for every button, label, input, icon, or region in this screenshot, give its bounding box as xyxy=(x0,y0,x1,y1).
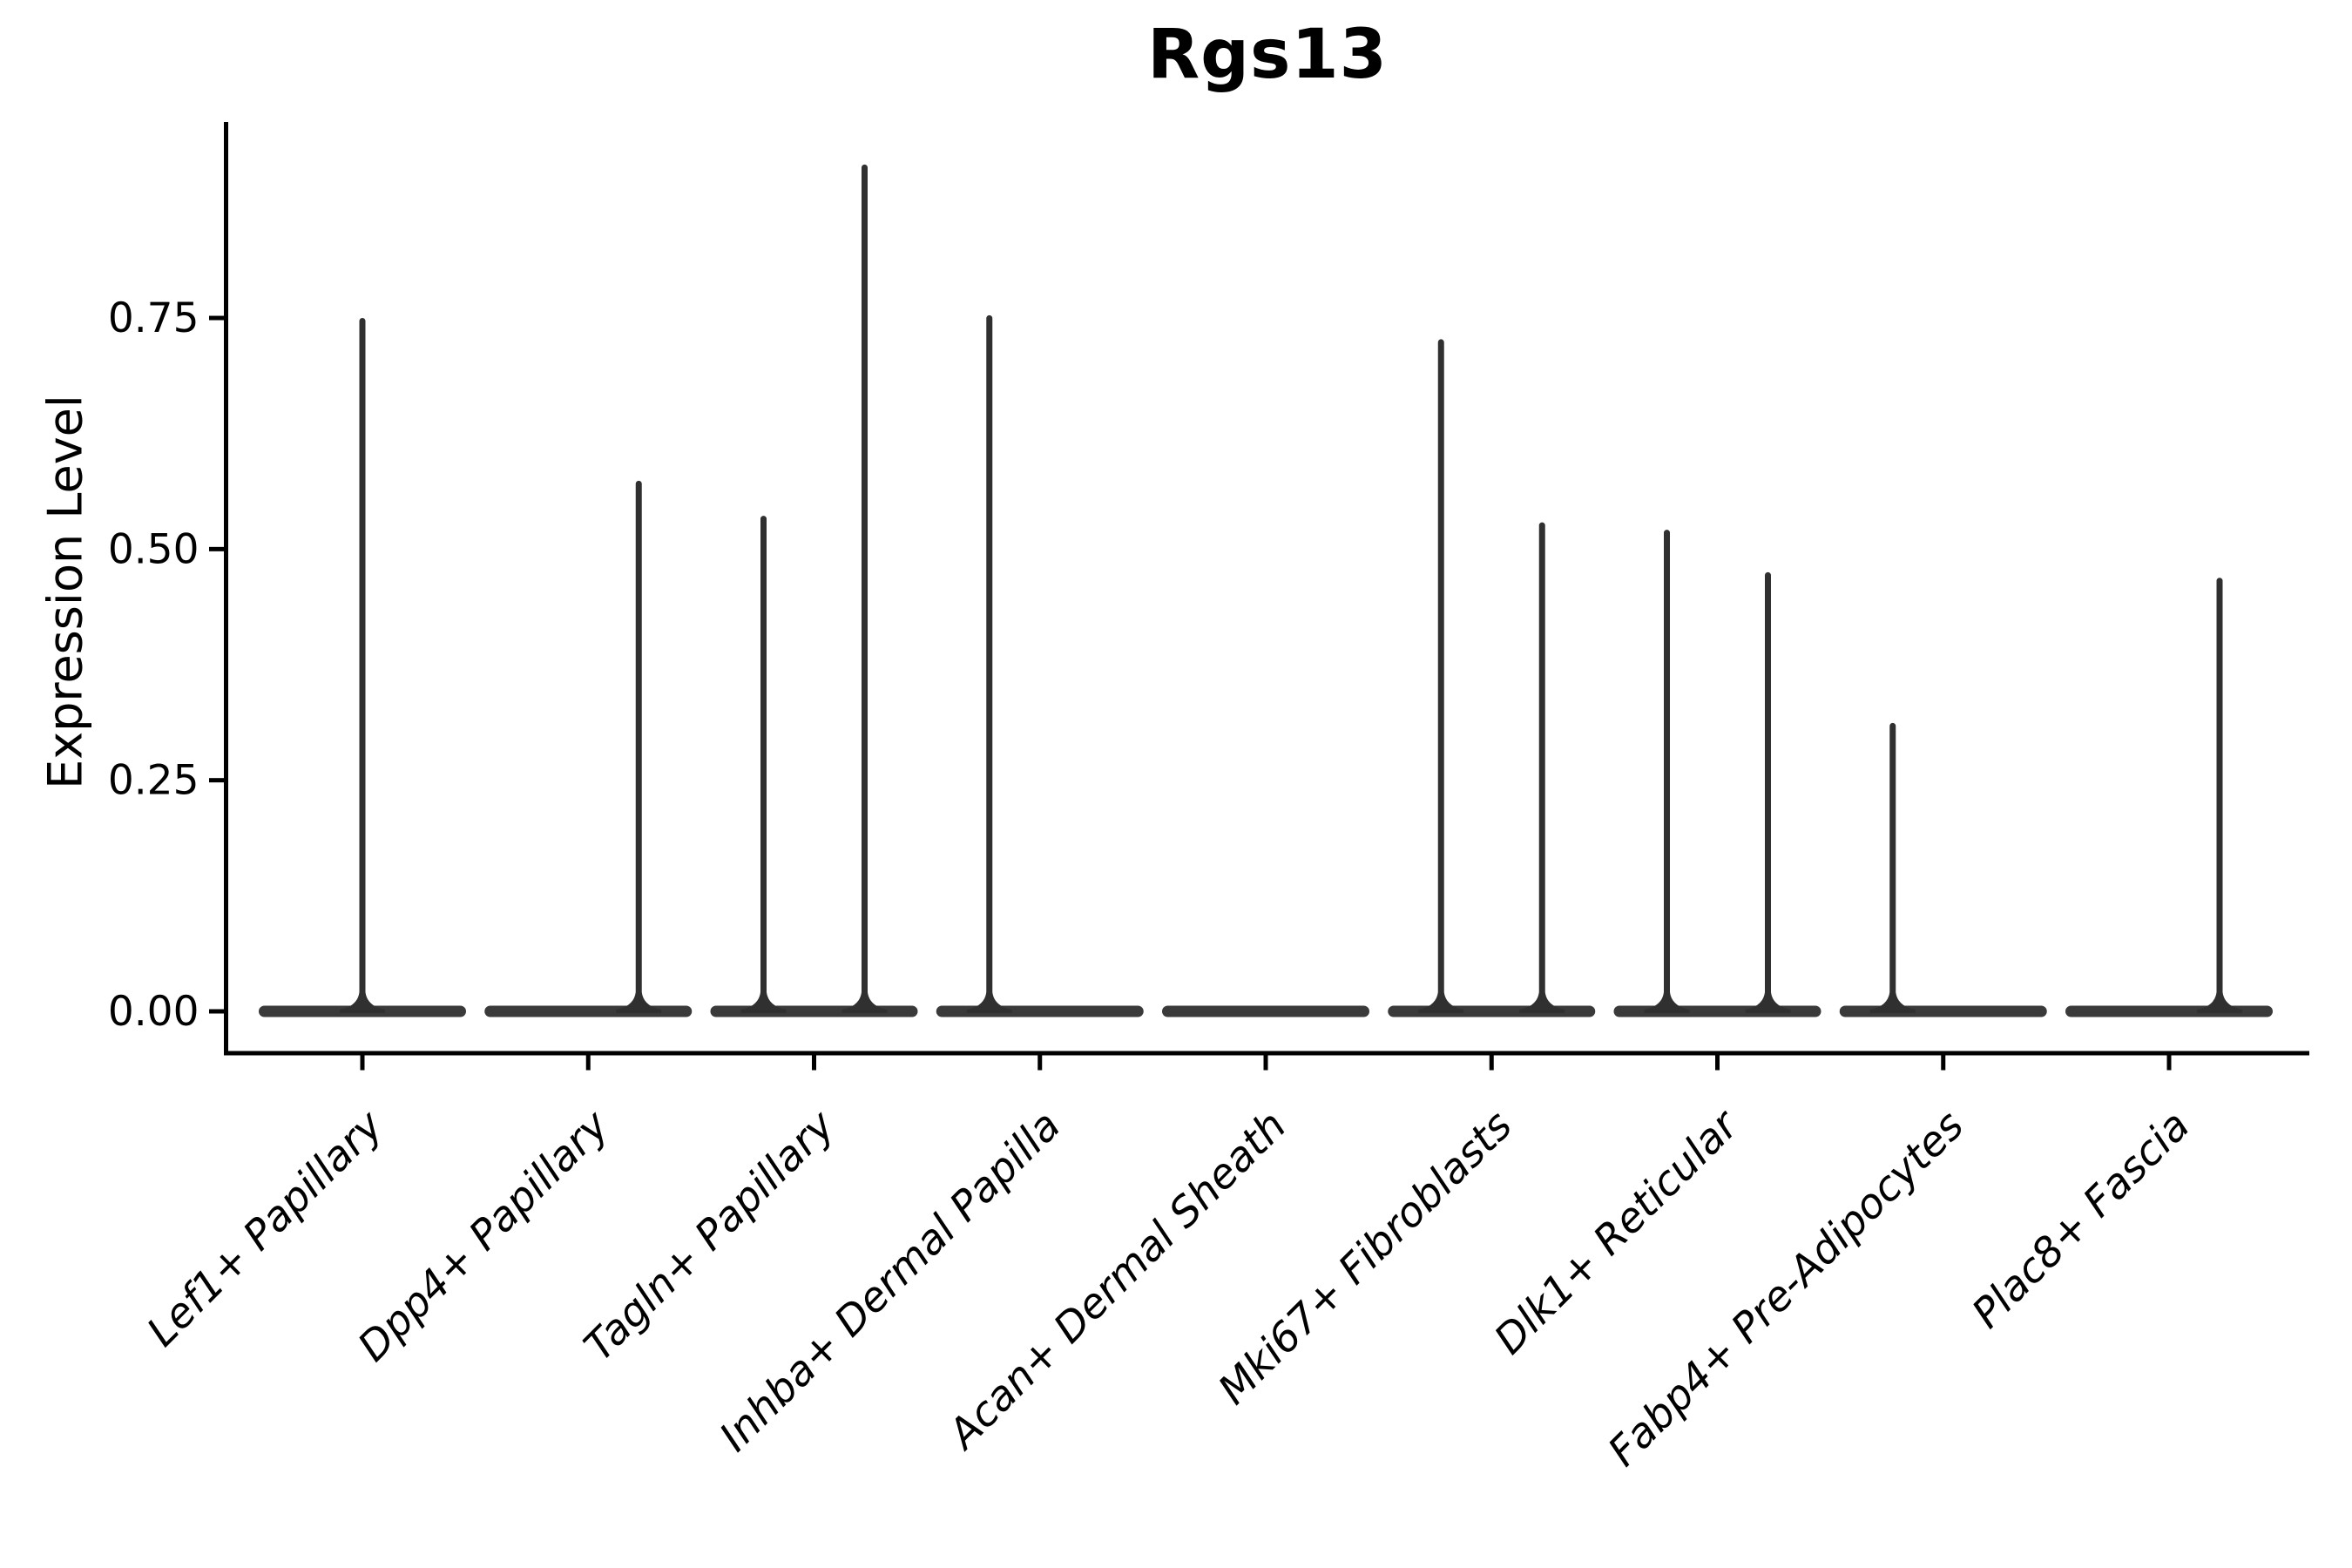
x-tick-label: Lef1+ Papillary xyxy=(138,1101,393,1356)
y-tick-label: 0.50 xyxy=(108,525,199,573)
violin-spike xyxy=(1644,530,1690,1013)
x-axis-line xyxy=(224,1051,2309,1056)
x-tick xyxy=(1715,1055,1720,1071)
x-tick-label: Tagln+ Papillary xyxy=(575,1101,845,1371)
violin-spike xyxy=(1869,722,1916,1013)
x-tick xyxy=(1489,1055,1494,1071)
x-tick xyxy=(812,1055,816,1071)
y-tick-label: 0.25 xyxy=(108,757,199,805)
x-tick-label: Plac8+ Fascia xyxy=(1963,1102,2199,1338)
y-axis-title: Expression Level xyxy=(37,395,93,789)
x-tick xyxy=(1037,1055,1043,1071)
x-tick-label: Fabp4+ Pre-Adipocytes xyxy=(1599,1102,1973,1476)
violin-spike xyxy=(616,480,662,1013)
violin-spike xyxy=(1519,522,1565,1013)
y-tick xyxy=(209,546,224,551)
violin-spike xyxy=(340,318,385,1013)
x-tick xyxy=(360,1055,365,1071)
x-tick xyxy=(1263,1055,1268,1071)
violin-spike xyxy=(841,164,888,1013)
x-tick xyxy=(1941,1055,1946,1071)
violin-spike xyxy=(2197,578,2242,1013)
y-tick xyxy=(209,778,224,783)
y-tick-label: 0.00 xyxy=(108,988,199,1036)
x-tick xyxy=(585,1055,591,1071)
plot-title: Rgs13 xyxy=(1147,16,1388,94)
x-tick-label: Dlk1+ Reticular xyxy=(1485,1100,1749,1364)
y-tick xyxy=(209,315,224,321)
y-axis-line xyxy=(224,122,228,1056)
y-tick-label: 0.75 xyxy=(108,294,199,342)
violin-spike xyxy=(1745,571,1791,1013)
violin-spike xyxy=(966,314,1012,1014)
violin-spike xyxy=(1418,339,1464,1013)
violin-spike xyxy=(740,516,787,1013)
x-tick-label: Dpp4+ Papillary xyxy=(349,1101,619,1371)
violin-base xyxy=(1162,1005,1369,1017)
x-tick xyxy=(2166,1055,2172,1071)
y-tick xyxy=(209,1009,224,1014)
